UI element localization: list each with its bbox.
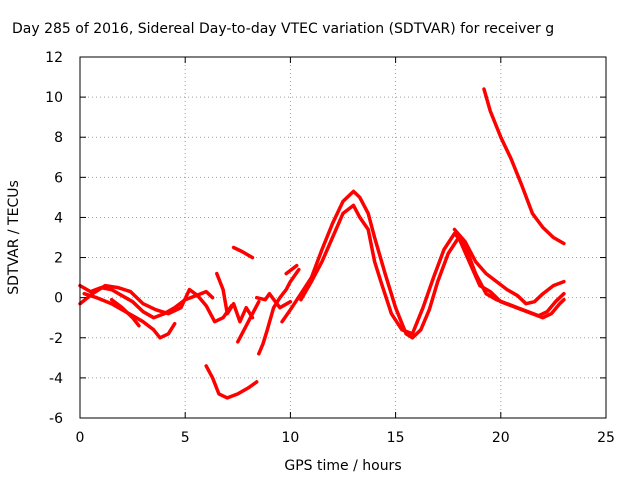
series-sat-c [78,283,234,324]
x-tick-label: 15 [387,430,405,446]
series-sat-i [257,267,301,356]
y-tick-labels: -6 -4 -2 0 2 4 6 8 10 12 [45,50,63,427]
y-tick-label: -2 [49,331,63,347]
series-sat-j [254,291,293,310]
y-tick-label: 6 [54,170,63,186]
y-tick-label: -4 [49,371,63,387]
x-tick-label: 10 [281,430,299,446]
y-tick-label: 0 [54,291,63,307]
series-sat-l [280,189,566,340]
y-axis-label: SDTVAR / TECUs [6,180,22,295]
x-tick-label: 5 [181,430,190,446]
series-sat-m [299,203,566,336]
series-sat-f [215,271,255,324]
y-tick-label: 4 [54,210,63,226]
x-tick-label: 25 [597,430,615,446]
y-tick-label: 10 [45,90,63,106]
y-tick-label: 12 [45,50,63,66]
data-series [78,87,566,400]
series-sat-e [204,364,259,400]
series-sat-d [109,297,141,328]
series-sat-n [452,227,566,306]
series-sat-g [231,245,255,260]
grid [80,57,606,418]
series-sat-h [236,299,261,344]
x-tick-label: 0 [76,430,85,446]
series-sat-b [82,291,177,340]
plot-frame [79,56,607,419]
chart-title: Day 285 of 2016, Sidereal Day-to-day VTE… [12,21,554,37]
y-tick-label: -6 [49,411,63,427]
series-sat-o [482,87,566,246]
series-sat-k [284,263,299,276]
axis-ticks [79,56,607,419]
x-tick-labels: 0 5 10 15 20 25 [76,430,615,446]
y-tick-label: 8 [54,130,63,146]
y-tick-label: 2 [54,251,63,267]
x-axis-label: GPS time / hours [284,458,401,474]
x-tick-label: 20 [492,430,510,446]
